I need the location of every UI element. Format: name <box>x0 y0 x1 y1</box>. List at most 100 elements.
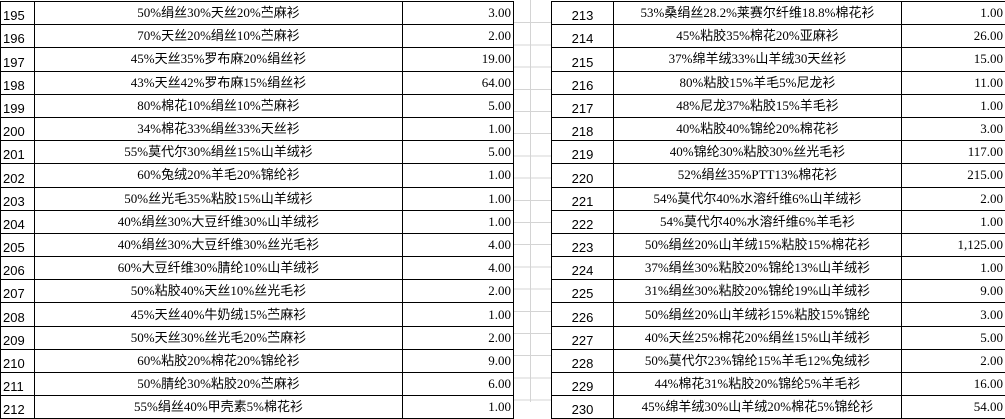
value-cell[interactable]: 2.00 <box>403 280 514 303</box>
row-number-cell[interactable]: 206 <box>1 257 35 280</box>
row-number-cell[interactable]: 217 <box>552 94 614 117</box>
description-cell[interactable]: 60%粘胶20%棉花20%锦纶衫 <box>35 349 403 372</box>
value-cell[interactable]: 1.00 <box>403 210 514 233</box>
description-cell[interactable]: 50%绢丝20%山羊绒衫15%粘胶15%锦纶 <box>614 303 902 326</box>
value-cell[interactable]: 5.00 <box>403 94 514 117</box>
value-cell[interactable]: 1.00 <box>403 117 514 140</box>
row-number-cell[interactable]: 209 <box>1 326 35 349</box>
value-cell[interactable]: 117.00 <box>902 141 1005 164</box>
row-number-cell[interactable]: 207 <box>1 280 35 303</box>
description-cell[interactable]: 43%天丝42%罗布麻15%绢丝衫 <box>35 71 403 94</box>
value-cell[interactable]: 3.00 <box>403 2 514 25</box>
description-cell[interactable]: 40%绢丝30%大豆纤维30%丝光毛衫 <box>35 233 403 256</box>
row-number-cell[interactable]: 229 <box>552 373 614 396</box>
value-cell[interactable]: 5.00 <box>902 326 1005 349</box>
description-cell[interactable]: 40%锦纶30%粘胶30%丝光毛衫 <box>614 141 902 164</box>
description-cell[interactable]: 40%绢丝30%大豆纤维30%山羊绒衫 <box>35 210 403 233</box>
value-cell[interactable]: 3.00 <box>902 303 1005 326</box>
description-cell[interactable]: 45%粘胶35%棉花20%亚麻衫 <box>614 25 902 48</box>
value-cell[interactable]: 2.00 <box>403 326 514 349</box>
value-cell[interactable]: 2.00 <box>902 349 1005 372</box>
row-number-cell[interactable]: 219 <box>552 141 614 164</box>
row-number-cell[interactable]: 214 <box>552 25 614 48</box>
row-number-cell[interactable]: 208 <box>1 303 35 326</box>
description-cell[interactable]: 37%绵羊绒33%山羊绒30天丝衫 <box>614 48 902 71</box>
row-number-cell[interactable]: 220 <box>552 164 614 187</box>
value-cell[interactable]: 26.00 <box>902 25 1005 48</box>
description-cell[interactable]: 40%天丝25%棉花20%绢丝15%山羊绒衫 <box>614 326 902 349</box>
row-number-cell[interactable]: 223 <box>552 233 614 256</box>
value-cell[interactable]: 4.00 <box>403 257 514 280</box>
row-number-cell[interactable]: 203 <box>1 187 35 210</box>
row-number-cell[interactable]: 205 <box>1 233 35 256</box>
description-cell[interactable]: 50%天丝30%丝光毛20%苎麻衫 <box>35 326 403 349</box>
value-cell[interactable]: 1.00 <box>902 257 1005 280</box>
description-cell[interactable]: 50%绢丝30%天丝20%苎麻衫 <box>35 2 403 25</box>
row-number-cell[interactable]: 224 <box>552 257 614 280</box>
value-cell[interactable]: 64.00 <box>403 71 514 94</box>
value-cell[interactable]: 1.00 <box>403 164 514 187</box>
description-cell[interactable]: 55%绢丝40%甲壳素5%棉花衫 <box>35 396 403 419</box>
value-cell[interactable]: 2.00 <box>403 25 514 48</box>
description-cell[interactable]: 60%大豆纤维30%腈纶10%山羊绒衫 <box>35 257 403 280</box>
row-number-cell[interactable]: 230 <box>552 396 614 419</box>
description-cell[interactable]: 55%莫代尔30%绢丝15%山羊绒衫 <box>35 141 403 164</box>
value-cell[interactable]: 1.00 <box>902 210 1005 233</box>
row-number-cell[interactable]: 198 <box>1 71 35 94</box>
row-number-cell[interactable]: 213 <box>552 2 614 25</box>
description-cell[interactable]: 80%粘胶15%羊毛5%尼龙衫 <box>614 71 902 94</box>
row-number-cell[interactable]: 195 <box>1 2 35 25</box>
value-cell[interactable]: 2.00 <box>902 187 1005 210</box>
row-number-cell[interactable]: 226 <box>552 303 614 326</box>
description-cell[interactable]: 80%棉花10%绢丝10%苎麻衫 <box>35 94 403 117</box>
value-cell[interactable]: 1.00 <box>902 2 1005 25</box>
description-cell[interactable]: 44%棉花31%粘胶20%锦纶5%羊毛衫 <box>614 373 902 396</box>
row-number-cell[interactable]: 211 <box>1 373 35 396</box>
value-cell[interactable]: 16.00 <box>902 373 1005 396</box>
value-cell[interactable]: 9.00 <box>902 280 1005 303</box>
description-cell[interactable]: 50%丝光毛35%粘胶15%山羊绒衫 <box>35 187 403 210</box>
row-number-cell[interactable]: 210 <box>1 349 35 372</box>
row-number-cell[interactable]: 200 <box>1 117 35 140</box>
description-cell[interactable]: 60%兔绒20%羊毛20%锦纶衫 <box>35 164 403 187</box>
description-cell[interactable]: 40%粘胶40%锦纶20%棉花衫 <box>614 117 902 140</box>
description-cell[interactable]: 70%天丝20%绢丝10%苎麻衫 <box>35 25 403 48</box>
value-cell[interactable]: 19.00 <box>403 48 514 71</box>
value-cell[interactable]: 1.00 <box>902 94 1005 117</box>
description-cell[interactable]: 53%桑绢丝28.2%莱赛尔纤维18.8%棉花衫 <box>614 2 902 25</box>
row-number-cell[interactable]: 215 <box>552 48 614 71</box>
description-cell[interactable]: 50%粘胶40%天丝10%丝光毛衫 <box>35 280 403 303</box>
row-number-cell[interactable]: 225 <box>552 280 614 303</box>
description-cell[interactable]: 31%绢丝30%粘胶20%锦纶19%山羊绒衫 <box>614 280 902 303</box>
value-cell[interactable]: 1,125.00 <box>902 233 1005 256</box>
value-cell[interactable]: 3.00 <box>902 117 1005 140</box>
description-cell[interactable]: 50%莫代尔23%锦纶15%羊毛12%兔绒衫 <box>614 349 902 372</box>
description-cell[interactable]: 48%尼龙37%粘胶15%羊毛衫 <box>614 94 902 117</box>
description-cell[interactable]: 52%绢丝35%PTT13%棉花衫 <box>614 164 902 187</box>
value-cell[interactable]: 1.00 <box>403 187 514 210</box>
row-number-cell[interactable]: 222 <box>552 210 614 233</box>
row-number-cell[interactable]: 199 <box>1 94 35 117</box>
value-cell[interactable]: 5.00 <box>403 141 514 164</box>
row-number-cell[interactable]: 218 <box>552 117 614 140</box>
description-cell[interactable]: 45%天丝35%罗布麻20%绢丝衫 <box>35 48 403 71</box>
row-number-cell[interactable]: 228 <box>552 349 614 372</box>
row-number-cell[interactable]: 202 <box>1 164 35 187</box>
value-cell[interactable]: 54.00 <box>902 396 1005 419</box>
value-cell[interactable]: 1.00 <box>403 396 514 419</box>
row-number-cell[interactable]: 227 <box>552 326 614 349</box>
description-cell[interactable]: 34%棉花33%绢丝33%天丝衫 <box>35 117 403 140</box>
description-cell[interactable]: 50%腈纶30%粘胶20%苎麻衫 <box>35 373 403 396</box>
description-cell[interactable]: 37%绢丝30%粘胶20%锦纶13%山羊绒衫 <box>614 257 902 280</box>
row-number-cell[interactable]: 197 <box>1 48 35 71</box>
row-number-cell[interactable]: 221 <box>552 187 614 210</box>
row-number-cell[interactable]: 212 <box>1 396 35 419</box>
value-cell[interactable]: 6.00 <box>403 373 514 396</box>
row-number-cell[interactable]: 204 <box>1 210 35 233</box>
description-cell[interactable]: 54%莫代尔40%水溶纤维6%羊毛衫 <box>614 210 902 233</box>
description-cell[interactable]: 45%绵羊绒30%山羊绒20%棉花5%锦纶衫 <box>614 396 902 419</box>
value-cell[interactable]: 215.00 <box>902 164 1005 187</box>
value-cell[interactable]: 1.00 <box>403 303 514 326</box>
value-cell[interactable]: 4.00 <box>403 233 514 256</box>
row-number-cell[interactable]: 196 <box>1 25 35 48</box>
